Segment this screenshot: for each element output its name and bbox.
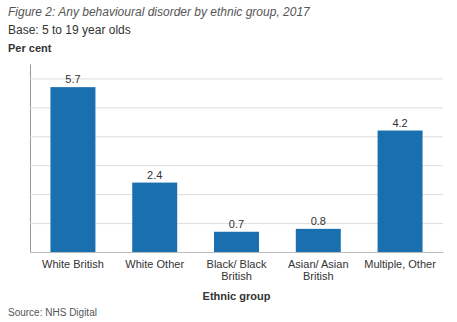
grid-line [30,252,443,253]
x-tick-label-line: Asian/ Asian [288,258,349,270]
x-tick-label: White British [42,258,104,270]
x-tick-label-line: White Other [125,258,184,270]
data-labels: 5.7 2.4 0.7 0.8 4.2 [65,73,407,230]
y-axis [30,65,443,253]
x-tick: Black/ BlackBritish [207,252,267,282]
x-tick-label: White Other [125,258,184,270]
x-tick-label-line: British [303,270,334,282]
data-label: 0.7 [229,218,244,230]
chart-container: Figure 2: Any behavioural disorder by et… [0,0,457,322]
y-tick [30,252,443,253]
bar [132,183,177,252]
plot-area: White BritishWhite OtherBlack/ BlackBrit… [30,65,444,283]
x-tick-label-line: British [221,270,252,282]
y-axis-line [30,65,31,253]
source: Source: NHS Digital [8,307,97,318]
x-tick: White British [42,252,104,270]
x-tick-label: Asian/ AsianBritish [288,258,349,283]
x-axis-line [31,252,444,253]
data-label: 4.2 [392,117,407,129]
bar [296,229,341,252]
bar [378,131,423,252]
x-tick-label: Multiple, Other [364,258,436,270]
x-tick: White Other [125,252,184,270]
x-axis-title: Ethnic group [203,290,271,302]
x-tick-label-line: Black/ Black [207,258,267,270]
chart-svg: Figure 2: Any behavioural disorder by et… [0,0,457,322]
bars [50,87,422,252]
data-label: 5.7 [65,73,80,85]
bar [214,232,259,252]
data-label: 2.4 [147,169,162,181]
x-tick-label-line: White British [42,258,104,270]
bar [50,87,95,252]
title: Figure 2: Any behavioural disorder by et… [8,5,311,19]
data-label: 0.8 [311,215,326,227]
x-tick: Asian/ AsianBritish [288,252,349,282]
y-tick [30,78,443,79]
subtitle: Base: 5 to 19 year olds [8,23,131,37]
grid-line [30,78,443,79]
x-axis: White BritishWhite OtherBlack/ BlackBrit… [31,252,444,282]
x-tick-label: Black/ BlackBritish [207,258,267,283]
y-axis-title: Per cent [8,42,52,54]
x-tick-label-line: Multiple, Other [364,258,436,270]
x-tick: Multiple, Other [364,252,436,270]
